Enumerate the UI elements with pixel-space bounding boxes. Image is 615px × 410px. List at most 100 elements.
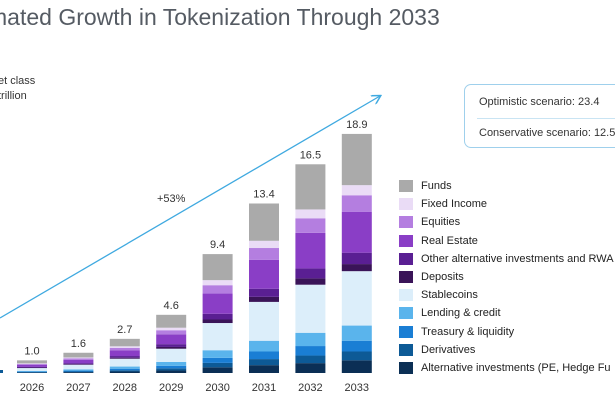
unit-line-1: et class bbox=[0, 75, 36, 87]
bar-segment bbox=[109, 350, 140, 357]
bar-segment bbox=[249, 288, 279, 297]
legend-item: Deposits bbox=[399, 268, 615, 286]
bar-segment bbox=[249, 240, 279, 249]
legend-item: Alternative investments (PE, Hedge Fu bbox=[399, 359, 615, 377]
legend-item: Real Estate bbox=[399, 232, 615, 250]
bar-segment bbox=[63, 370, 94, 372]
bar-segment bbox=[156, 348, 187, 362]
x-tick-label: 2029 bbox=[159, 382, 183, 394]
bar-segment bbox=[295, 164, 326, 210]
bar-total-label: 13.4 bbox=[253, 188, 274, 200]
bar-segment bbox=[202, 323, 233, 351]
bar-segment bbox=[341, 211, 372, 253]
bar-segment bbox=[63, 358, 94, 360]
legend-item: Lending & credit bbox=[399, 304, 615, 322]
legend-swatch bbox=[399, 361, 413, 374]
bar-segment bbox=[156, 314, 187, 328]
legend-swatch bbox=[399, 252, 413, 265]
scenario-box: Optimistic scenario: 23.4 Conservative s… bbox=[464, 84, 615, 148]
bar-segment bbox=[341, 264, 372, 272]
bar-segment bbox=[295, 355, 326, 364]
legend-item: Stablecoins bbox=[399, 286, 615, 304]
legend: Funds Fixed Income Equities Real Estate Othe… bbox=[399, 177, 615, 377]
bar-segment bbox=[109, 366, 140, 369]
legend-label: Other alternative investments and RWA bbox=[421, 252, 614, 265]
bar-segment bbox=[156, 330, 187, 335]
bar-segment bbox=[249, 296, 279, 302]
bar-segment bbox=[63, 357, 94, 359]
bar-segment bbox=[202, 350, 233, 358]
legend-swatch bbox=[399, 271, 413, 284]
bar-segment bbox=[63, 352, 94, 358]
legend-swatch bbox=[399, 198, 413, 211]
legend-swatch bbox=[399, 307, 413, 320]
x-tick-label: 2032 bbox=[298, 382, 322, 394]
bar-segment bbox=[249, 359, 279, 366]
bar-segment bbox=[295, 284, 326, 333]
bar-segment bbox=[17, 364, 47, 367]
legend-swatch bbox=[399, 234, 413, 247]
legend-item: Treasury & liquidity bbox=[399, 323, 615, 341]
bar-segment bbox=[249, 248, 279, 260]
bar-segment bbox=[249, 340, 279, 352]
bar-segment bbox=[63, 364, 94, 365]
unit-line-2: trillion bbox=[0, 90, 27, 102]
chart-title: mated Growth in Tokenization Through 203… bbox=[0, 4, 440, 30]
bar-segment bbox=[341, 252, 372, 265]
bar-total-label: 16.5 bbox=[300, 149, 321, 161]
bar-segment bbox=[17, 363, 47, 364]
scenario-divider bbox=[477, 118, 615, 119]
x-tick-label: 2031 bbox=[252, 382, 276, 394]
growth-arrow bbox=[0, 96, 380, 319]
bar-segment bbox=[109, 346, 140, 348]
bar-segment bbox=[63, 364, 94, 370]
bar-segment bbox=[109, 347, 140, 351]
bar-segment bbox=[202, 357, 233, 363]
bar-segment bbox=[202, 367, 233, 373]
bar-segment bbox=[109, 338, 140, 347]
bar-segment bbox=[202, 285, 233, 294]
legend-label: Real Estate bbox=[421, 234, 478, 247]
bar-total-label: 1.0 bbox=[24, 345, 39, 357]
legend-label: Fixed Income bbox=[421, 198, 488, 211]
bar-segment bbox=[249, 351, 279, 360]
legend-item: Fixed Income bbox=[399, 195, 615, 213]
bar-segment bbox=[341, 195, 372, 212]
legend-label: Alternative investments (PE, Hedge Fu bbox=[421, 361, 611, 374]
bar-segment bbox=[341, 351, 372, 361]
bar-segment bbox=[156, 346, 187, 349]
bar-segment bbox=[341, 340, 372, 352]
x-tick-label: 2026 bbox=[20, 382, 44, 394]
bar-segment bbox=[341, 271, 372, 326]
bar-segment bbox=[249, 365, 279, 373]
legend-label: Treasury & liquidity bbox=[421, 325, 515, 338]
bar-total-label: 9.4 bbox=[210, 239, 225, 251]
bar-segment bbox=[341, 133, 372, 186]
legend-swatch bbox=[399, 289, 413, 302]
bar-segment bbox=[156, 365, 187, 369]
bar-segment bbox=[202, 254, 233, 281]
bar-segment bbox=[17, 367, 47, 369]
optimistic-scenario: Optimistic scenario: 23.4 bbox=[479, 96, 600, 108]
bar-segment bbox=[17, 372, 47, 373]
legend-label: Derivatives bbox=[421, 343, 476, 356]
bar-segment bbox=[156, 370, 187, 373]
bar-segment bbox=[63, 359, 94, 364]
legend-label: Equities bbox=[421, 216, 461, 229]
bar-segment bbox=[202, 293, 233, 314]
bar-segment bbox=[63, 363, 94, 365]
bar-segment bbox=[156, 334, 187, 345]
bar-segment bbox=[249, 301, 279, 341]
bar-segment bbox=[109, 371, 140, 373]
bar-segment bbox=[109, 368, 140, 371]
growth-annotation: +53% bbox=[157, 193, 186, 205]
conservative-scenario: Conservative scenario: 12.5 bbox=[479, 127, 615, 139]
bar-segment bbox=[17, 371, 47, 373]
bar-segment bbox=[295, 278, 326, 285]
bar-segment bbox=[341, 185, 372, 196]
bar-segment bbox=[63, 372, 94, 373]
bar-segment bbox=[17, 367, 47, 371]
bar-segment bbox=[17, 372, 47, 373]
bar-total-label: 18.9 bbox=[346, 119, 367, 131]
